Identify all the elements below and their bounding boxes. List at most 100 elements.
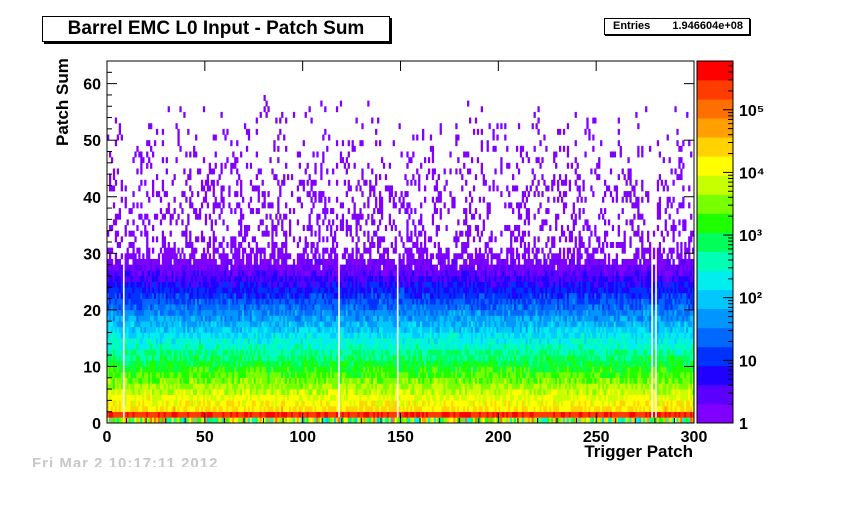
heatmap-cell [371, 411, 374, 418]
heatmap-cell [224, 406, 227, 412]
heatmap-cell [130, 275, 133, 282]
heatmap-cell [267, 202, 270, 209]
heatmap-cell [265, 406, 268, 412]
heatmap-cell [316, 287, 319, 294]
heatmap-cell [314, 321, 317, 328]
heatmap-cell [312, 394, 315, 401]
heatmap-cell [375, 309, 378, 316]
heatmap-cell [107, 360, 110, 367]
heatmap-cell [290, 270, 294, 277]
heatmap-cell [191, 360, 194, 367]
heatmap-cell [255, 185, 258, 192]
heatmap-cell [300, 343, 303, 350]
heatmap-cell [208, 287, 212, 294]
heatmap-cell [226, 338, 229, 345]
heatmap-cell [328, 219, 331, 226]
heatmap-cell [373, 185, 376, 192]
heatmap-cell [271, 287, 274, 294]
heatmap-cell [236, 400, 239, 407]
heatmap-cell [320, 377, 323, 384]
heatmap-cell [373, 417, 376, 424]
heatmap-cell [152, 338, 155, 345]
heatmap-cell [288, 366, 292, 373]
heatmap-cell [157, 298, 161, 305]
heatmap-cell [285, 406, 288, 412]
heatmap-cell [116, 383, 120, 390]
heatmap-cell [224, 372, 227, 379]
heatmap-cell [189, 270, 192, 277]
heatmap-cell [310, 377, 313, 384]
heatmap-cell [365, 326, 368, 333]
heatmap-cell [300, 202, 303, 209]
heatmap-cell [339, 377, 343, 384]
heatmap-cell [240, 338, 243, 345]
heatmap-cell [298, 315, 302, 322]
heatmap-cell [236, 332, 239, 339]
heatmap-cell [353, 202, 356, 209]
heatmap-cell [290, 326, 294, 333]
heatmap-cell [361, 417, 364, 424]
heatmap-cell [378, 417, 382, 424]
heatmap-cell [300, 179, 303, 186]
heatmap-cell [220, 111, 223, 118]
heatmap-cell [210, 383, 213, 390]
heatmap-cell [226, 406, 229, 412]
heatmap-cell [245, 270, 249, 277]
heatmap-cell [191, 321, 194, 328]
heatmap-cell [124, 202, 127, 209]
heatmap-cell [380, 236, 384, 243]
heatmap-cell [175, 258, 178, 265]
heatmap-cell [302, 304, 305, 311]
heatmap-cell [281, 275, 284, 282]
heatmap-cell [245, 389, 249, 396]
heatmap-cell [175, 343, 178, 350]
heatmap-cell [136, 383, 139, 390]
heatmap-cell [173, 292, 176, 299]
heatmap-cell [218, 332, 221, 339]
heatmap-cell [195, 389, 198, 396]
heatmap-cell [263, 202, 266, 209]
heatmap-cell [183, 377, 186, 384]
heatmap-cell [347, 366, 350, 373]
heatmap-cell [363, 343, 366, 350]
heatmap-cell [152, 366, 155, 373]
heatmap-cell [333, 321, 337, 328]
heatmap-cell [230, 389, 233, 396]
heatmap-cell [155, 400, 159, 407]
heatmap-cell [136, 168, 139, 175]
heatmap-cell [388, 264, 392, 271]
heatmap-cell [382, 377, 386, 384]
heatmap-cell [347, 383, 350, 390]
heatmap-cell [245, 264, 249, 271]
heatmap-cell [138, 349, 141, 356]
heatmap-cell [382, 360, 386, 367]
heatmap-cell [173, 338, 176, 345]
heatmap-cell [212, 242, 215, 248]
heatmap-cell [373, 270, 376, 277]
heatmap-cell [316, 389, 319, 396]
heatmap-cell [204, 366, 208, 373]
heatmap-cell [369, 377, 372, 384]
heatmap-cell [108, 400, 112, 407]
heatmap-cell [279, 417, 282, 424]
heatmap-cell [159, 315, 163, 322]
heatmap-cell [148, 389, 151, 396]
heatmap-cell [243, 270, 247, 277]
heatmap-cell [251, 366, 255, 373]
heatmap-cell [341, 383, 345, 390]
heatmap-cell [304, 349, 307, 356]
heatmap-cell [259, 264, 262, 271]
heatmap-cell [148, 332, 151, 339]
heatmap-cell [214, 162, 217, 169]
heatmap-cell [242, 383, 245, 390]
heatmap-cell [255, 383, 258, 390]
heatmap-cell [259, 355, 262, 362]
heatmap-cell [245, 292, 249, 299]
heatmap-cell [167, 242, 170, 248]
heatmap-cell [185, 281, 188, 288]
heatmap-cell [285, 355, 288, 362]
heatmap-cell [386, 389, 390, 396]
heatmap-cell [191, 417, 194, 424]
heatmap-cell [220, 406, 223, 412]
heatmap-cell [263, 264, 266, 271]
